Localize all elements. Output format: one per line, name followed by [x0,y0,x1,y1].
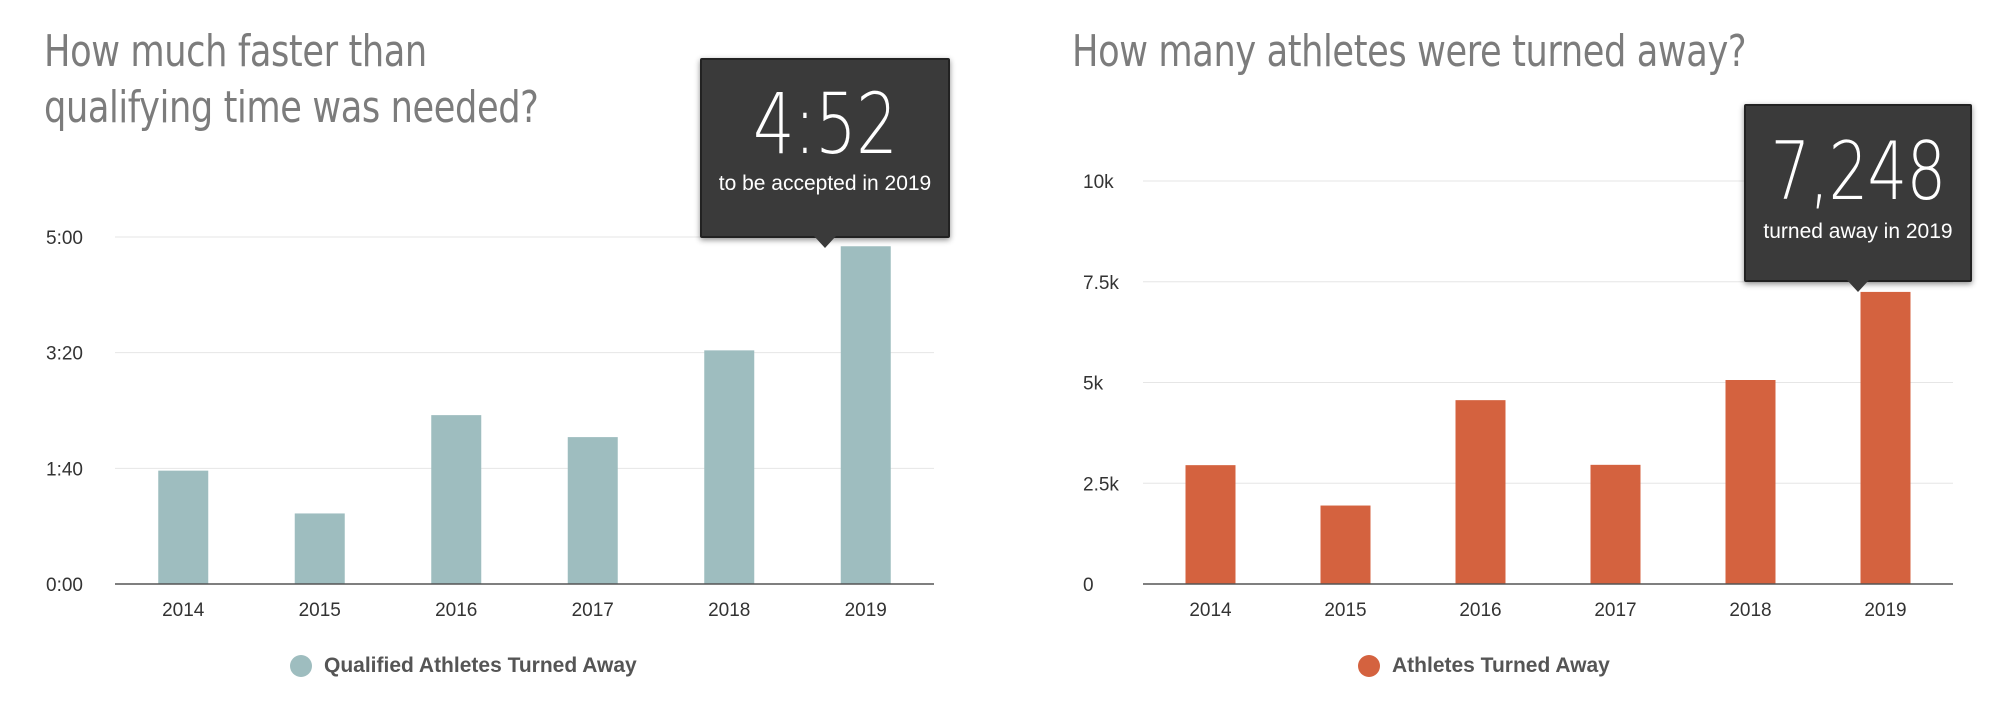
x-tick-label: 2017 [572,600,614,621]
chart-title: How many athletes were turned away? [1072,26,1747,77]
y-tick-label: 2.5k [1083,474,1119,495]
y-tick-label: 1:40 [46,459,83,480]
x-tick-label: 2016 [1459,600,1501,621]
legend-label: Athletes Turned Away [1392,654,1610,677]
chart-panel-qualifying-time: How much faster than qualifying time was… [44,26,950,678]
bar [1320,505,1371,584]
legend-label: Qualified Athletes Turned Away [324,654,637,677]
x-tick-label: 2017 [1594,600,1636,621]
tooltip: 7,248 turned away in 2019 [1744,104,1972,292]
bar [1455,400,1506,584]
y-tick-label: 0:00 [46,575,83,596]
bar-chart-athletes-turned-away: 0 2.5k 5k 7.5k 10k 2014 2015 2016 2017 2018 2019 [1083,172,1953,621]
y-tick-label: 10k [1083,172,1114,193]
x-tick-label: 2014 [162,600,205,621]
bar [840,246,891,584]
bar-chart-qualifying-time: 0:00 1:40 3:20 5:00 2014 2015 2016 2017 2018 2019 [46,228,934,621]
chart-panel-athletes-turned-away: How many athletes were turned away? 0 2.5… [1000,0,2000,701]
legend-marker [290,655,312,677]
legend-marker [1358,655,1380,677]
tooltip: 4:52 to be accepted in 2019 [700,58,950,248]
x-tick-label: 2016 [435,600,477,621]
bar [1185,465,1236,584]
tooltip-text: turned away in 2019 [1763,220,1953,243]
tooltip-text: to be accepted in 2019 [718,172,932,195]
legend[interactable]: Athletes Turned Away [1358,654,1610,678]
legend[interactable]: Qualified Athletes Turned Away [290,654,637,678]
bar [704,350,755,584]
x-tick-label: 2014 [1189,600,1232,621]
x-tick-label: 2019 [845,600,887,621]
y-tick-label: 7.5k [1083,273,1119,294]
tooltip-arrow [814,236,836,248]
bar [431,415,482,584]
chart-title: How much faster than qualifying time was… [44,26,539,133]
x-tick-label: 2015 [299,600,341,621]
x-tick-label: 2018 [708,600,750,621]
tooltip-value: 7,248 [1770,125,1947,218]
x-tick-label: 2018 [1729,600,1771,621]
bar [294,513,345,584]
y-tick-label: 3:20 [46,344,83,365]
y-tick-label: 5:00 [46,228,83,249]
y-tick-label: 5k [1083,374,1104,395]
bar [567,437,618,584]
x-tick-label: 2015 [1324,600,1366,621]
bar [1725,380,1776,584]
bar [1860,291,1911,584]
bar [158,470,209,584]
tooltip-arrow [1847,280,1869,292]
x-tick-label: 2019 [1864,600,1906,621]
bar [1590,464,1641,584]
tooltip-value: 4:52 [752,75,898,173]
y-tick-label: 0 [1083,575,1094,596]
